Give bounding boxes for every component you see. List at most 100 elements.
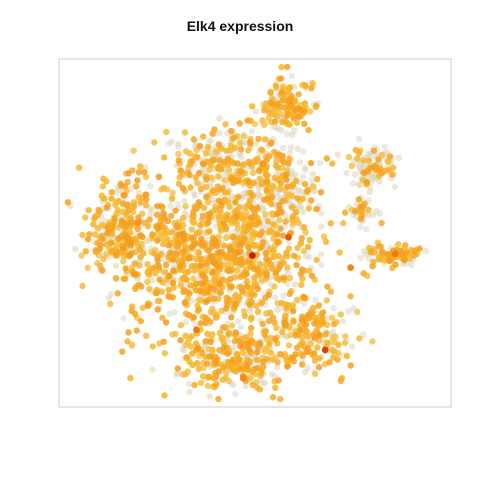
data-point-1681 (161, 269, 169, 276)
data-point-2181 (250, 179, 258, 186)
data-point-2297 (149, 265, 156, 272)
data-point-2393 (160, 338, 167, 345)
data-point-2602 (379, 248, 386, 255)
data-point-2027 (185, 268, 192, 275)
data-point-1309 (139, 304, 146, 312)
data-point-2138 (257, 270, 264, 278)
data-point-2515 (296, 327, 304, 334)
data-point-1976 (269, 394, 277, 401)
data-point-744 (373, 208, 380, 215)
data-point-2586 (280, 232, 287, 239)
data-point-2582 (229, 356, 236, 364)
data-point-2033 (249, 291, 256, 298)
data-point-2069 (282, 218, 289, 225)
data-point-2513 (316, 331, 323, 339)
data-point-1291 (184, 338, 192, 346)
data-point-2429 (315, 302, 323, 309)
data-point-1664 (100, 175, 107, 182)
data-point-2430 (401, 257, 408, 264)
data-point-1370 (158, 288, 166, 295)
data-point-2134 (95, 206, 102, 214)
data-point-1715 (161, 154, 168, 161)
data-point-1300 (323, 297, 331, 304)
data-point-1398 (151, 139, 158, 146)
data-point-843 (259, 379, 267, 387)
data-point-571 (391, 183, 398, 191)
data-point-2543 (153, 289, 160, 297)
data-point-2537 (277, 351, 284, 358)
data-point-188 (271, 294, 279, 301)
data-point-2427 (237, 168, 245, 175)
data-point-2583 (216, 280, 224, 288)
data-point-932 (292, 171, 299, 178)
data-point-1668 (336, 249, 343, 256)
data-point-2030 (282, 118, 290, 125)
data-point-1686 (262, 136, 269, 143)
data-point-1694 (127, 374, 134, 382)
data-point-2435 (154, 225, 161, 232)
data-point-1041 (228, 322, 236, 329)
data-point-2482 (293, 261, 300, 269)
data-point-1772 (297, 322, 304, 329)
data-point-2200 (108, 239, 115, 246)
data-point-165 (381, 143, 388, 150)
data-point-2384 (298, 316, 306, 324)
data-point-2340 (357, 215, 364, 223)
data-point-936 (247, 307, 254, 315)
data-point-2504 (243, 270, 250, 278)
data-point-2611 (238, 240, 245, 247)
data-point-1888 (159, 314, 166, 322)
data-point-2228 (283, 112, 290, 120)
data-point-2372 (220, 158, 228, 166)
data-point-2560 (84, 235, 92, 243)
data-point-299 (232, 390, 239, 398)
data-point-2405 (169, 256, 177, 263)
data-point-583 (268, 370, 276, 378)
data-point-2418 (135, 169, 143, 176)
data-point-2136 (188, 157, 196, 165)
data-point-2338 (238, 261, 245, 269)
data-point-2311 (311, 350, 318, 357)
data-point-2328 (298, 361, 306, 368)
data-point-2572 (246, 339, 253, 346)
data-point-2439 (263, 255, 270, 262)
data-point-69 (308, 177, 315, 184)
data-point-2518 (283, 363, 291, 370)
data-point-2579 (194, 345, 202, 352)
data-point-2061 (86, 231, 93, 238)
data-point-74 (357, 223, 364, 231)
data-point-1860 (278, 299, 285, 307)
data-point-2283 (258, 228, 266, 236)
data-point-1290 (163, 128, 170, 136)
data-point-1835 (329, 160, 336, 167)
data-point-633 (180, 347, 187, 354)
data-point-2620 (248, 252, 256, 259)
data-point-1653 (188, 332, 196, 340)
data-point-1722 (302, 81, 309, 89)
data-point-2129 (322, 331, 329, 338)
data-point-1619 (251, 242, 258, 250)
data-point-1516 (199, 373, 207, 380)
data-point-2075 (259, 147, 266, 154)
data-point-2552 (357, 203, 364, 211)
data-point-2076 (183, 276, 190, 283)
data-point-1447 (191, 219, 198, 227)
data-point-2406 (207, 284, 214, 291)
data-point-2240 (308, 85, 315, 92)
data-point-93 (312, 296, 319, 303)
data-point-2510 (154, 237, 161, 244)
data-point-2598 (210, 295, 218, 302)
data-point-2121 (255, 135, 262, 143)
data-point-2383 (246, 138, 254, 146)
data-point-2213 (236, 356, 243, 363)
data-point-2471 (192, 280, 200, 287)
data-point-2591 (307, 159, 315, 167)
data-point-1667 (176, 174, 183, 181)
data-point-1402 (177, 322, 185, 329)
data-point-2132 (130, 203, 137, 210)
data-point-871 (252, 140, 260, 147)
data-point-1988 (337, 377, 344, 384)
data-point-2618 (166, 273, 173, 280)
data-point-594 (349, 180, 357, 187)
data-point-1979 (300, 224, 308, 231)
